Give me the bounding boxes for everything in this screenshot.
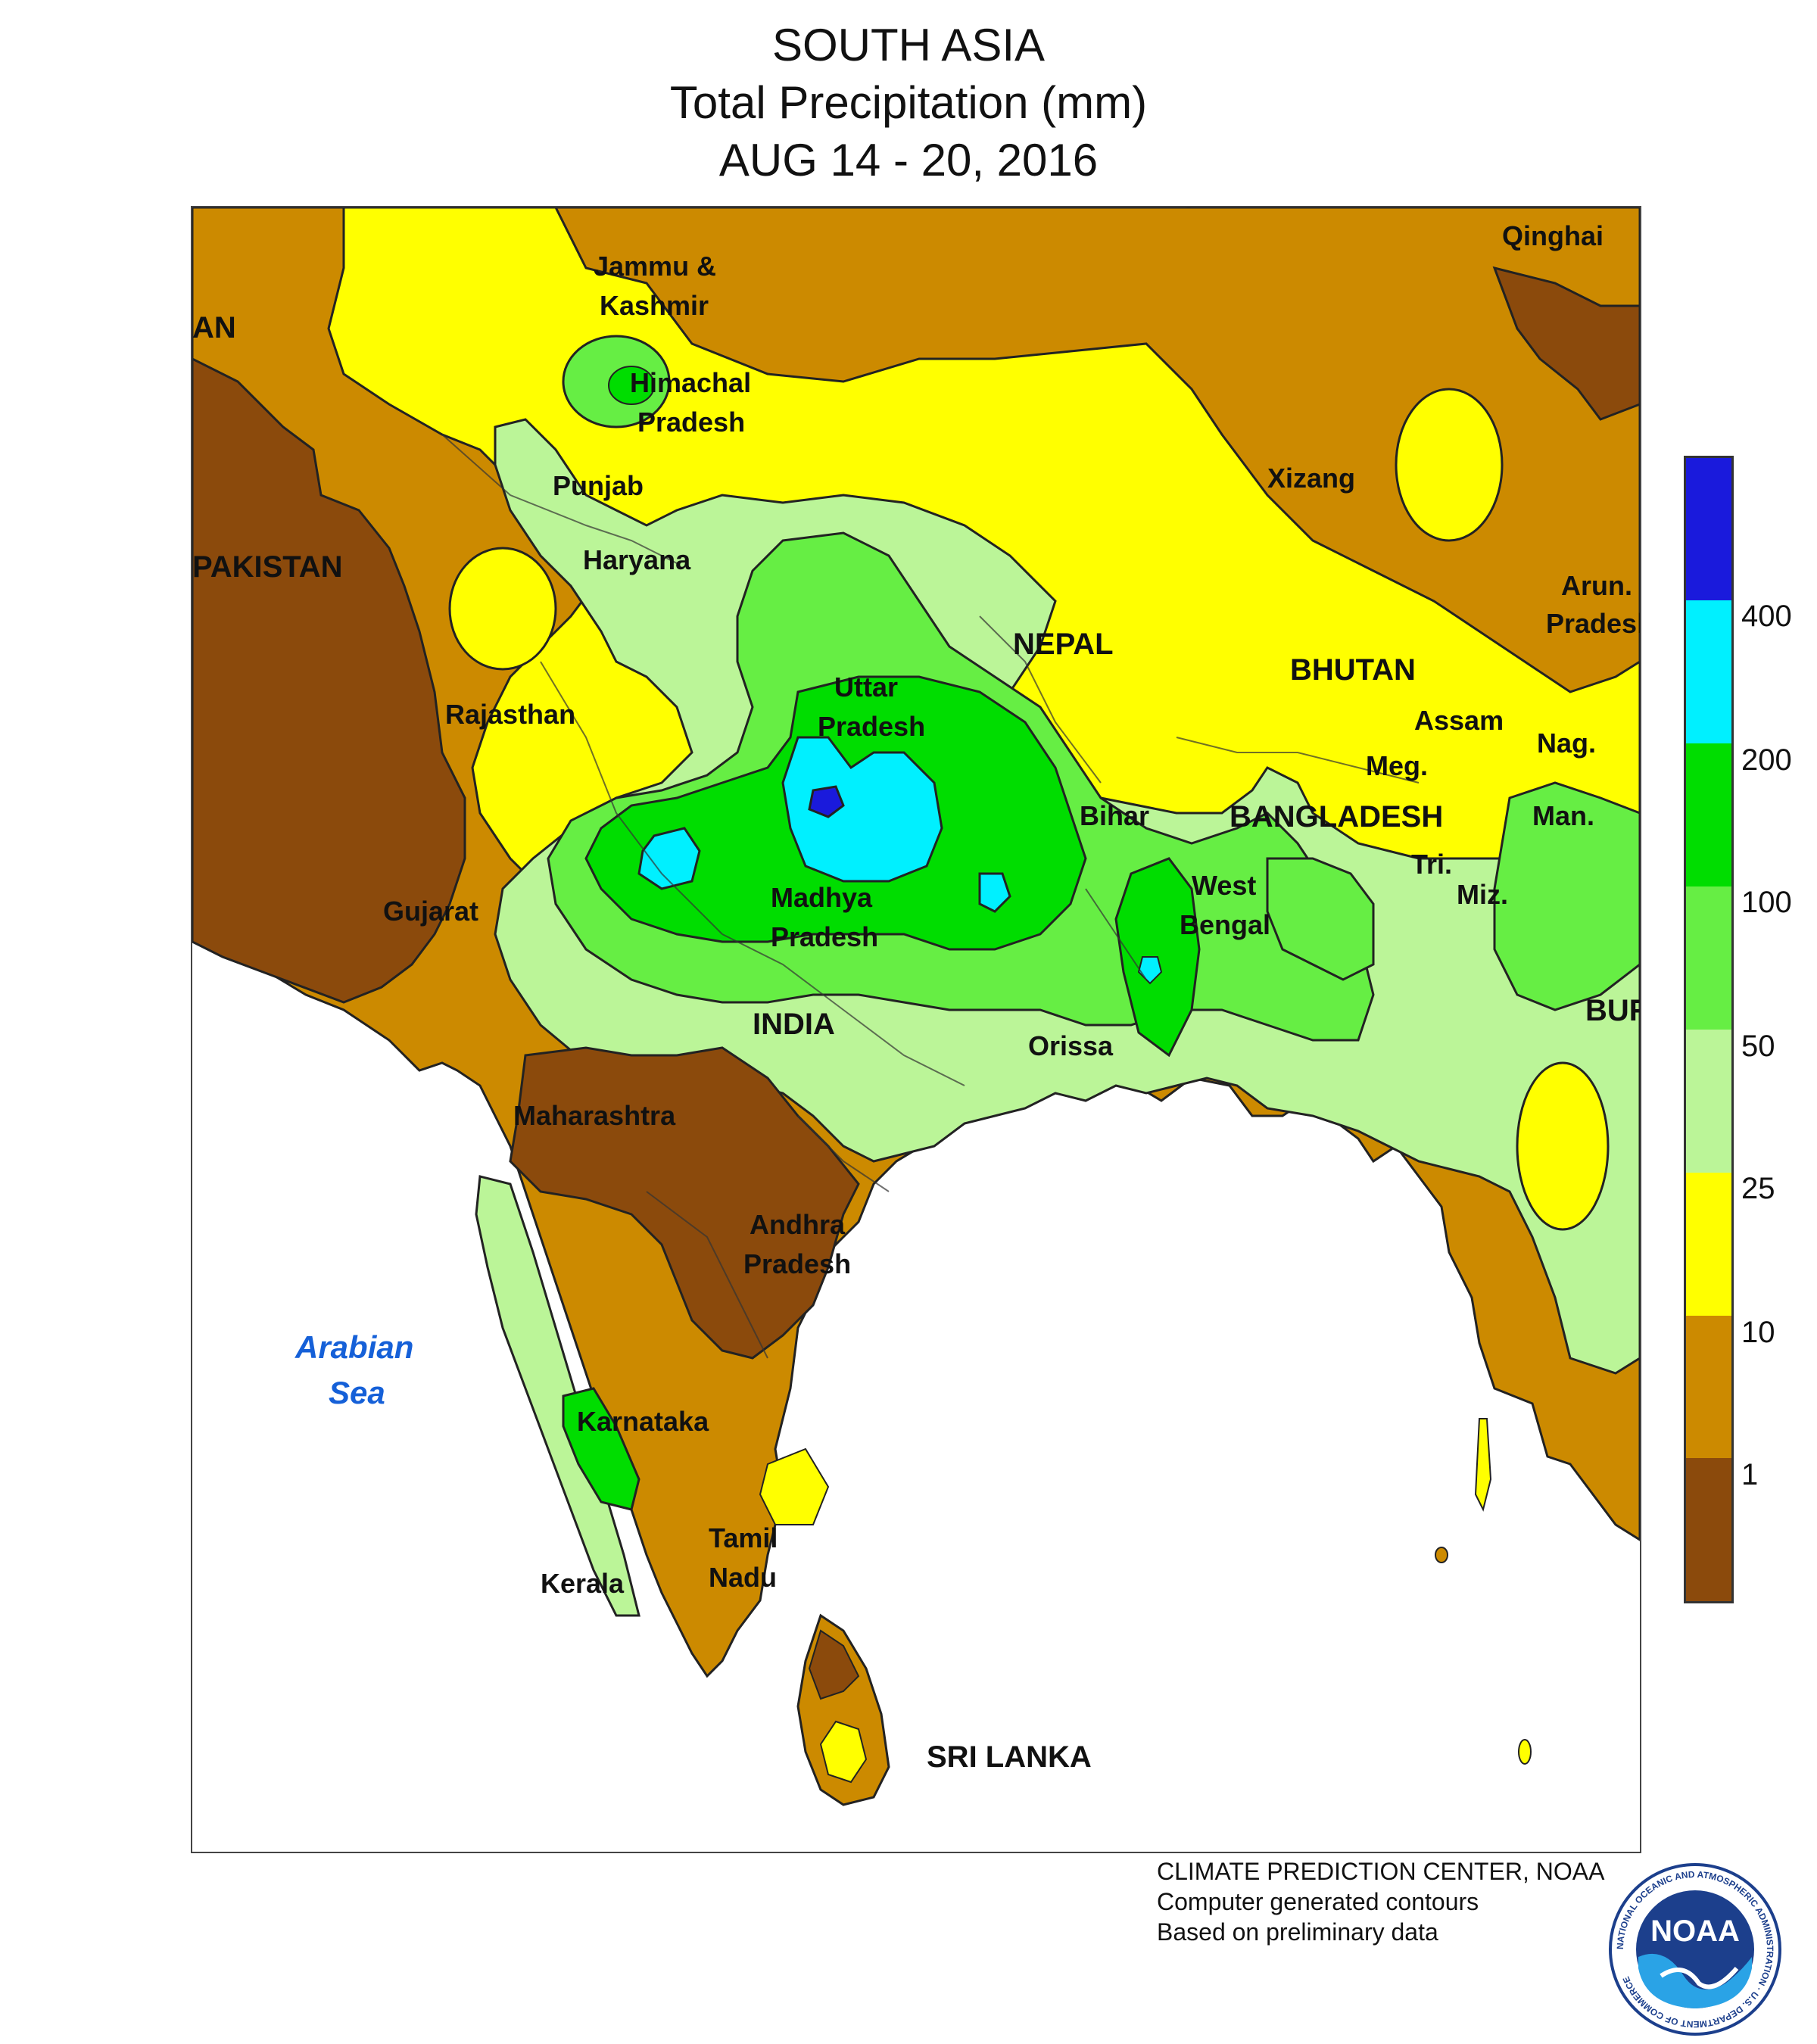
legend-label-400: 400 xyxy=(1741,600,1792,633)
title-region: SOUTH ASIA xyxy=(771,20,1046,70)
label-jammu: Jammu & xyxy=(594,251,716,282)
label-madhya: Madhya xyxy=(771,882,873,913)
label-bihar: Bihar xyxy=(1080,800,1149,831)
small-island xyxy=(1435,1547,1448,1563)
label-qinghai: Qinghai xyxy=(1502,220,1604,251)
label-himachal-pradesh: Pradesh xyxy=(637,407,745,438)
pakistan-very-dry xyxy=(192,357,466,1004)
legend-swatch-50 xyxy=(1686,1030,1731,1173)
label-haryana: Haryana xyxy=(583,544,691,575)
label-sri-lanka: SRI LANKA xyxy=(927,1740,1092,1774)
label-kerala: Kerala xyxy=(541,1568,625,1599)
label-burma: BUR xyxy=(1585,994,1640,1027)
label-bangladesh: BANGLADESH xyxy=(1230,800,1443,833)
label-pakistan: PAKISTAN xyxy=(192,550,343,584)
label-orissa: Orissa xyxy=(1028,1030,1114,1061)
label-afghanistan: AN xyxy=(192,311,236,344)
credit-agency: CLIMATE PREDICTION CENTER, NOAA xyxy=(1157,1858,1605,1885)
label-west: West xyxy=(1192,870,1256,901)
label-maharashtra: Maharashtra xyxy=(513,1100,676,1131)
label-madhya-pradesh: Pradesh xyxy=(771,921,878,952)
label-nag: Nag. xyxy=(1537,728,1596,759)
legend-label-200: 200 xyxy=(1741,743,1792,777)
label-meg: Meg. xyxy=(1366,750,1428,781)
label-assam: Assam xyxy=(1414,705,1504,736)
northeast-green xyxy=(1266,857,1375,981)
label-china: CHINA xyxy=(1177,207,1273,214)
label-rajasthan: Rajasthan xyxy=(445,699,575,730)
myanmar-low xyxy=(1516,1061,1610,1231)
label-andhra-pradesh: Pradesh xyxy=(743,1248,851,1279)
map-title: SOUTH ASIA Total Precipitation (mm) AUG … xyxy=(0,17,1817,189)
sri-lanka-low xyxy=(819,1720,868,1784)
label-karnataka: Karnataka xyxy=(577,1406,709,1437)
label-bengal: Bengal xyxy=(1180,909,1270,940)
band-400mm-west xyxy=(637,827,701,890)
karnataka-coast-high xyxy=(562,1387,640,1511)
label-nadu: Nadu xyxy=(709,1562,777,1593)
label-arun-pradesh: Pradesh xyxy=(1546,608,1640,639)
label-miz: Miz. xyxy=(1457,879,1508,910)
tamil-nadu-low xyxy=(759,1447,830,1525)
noaa-logo: NATIONAL OCEANIC AND ATMOSPHERIC ADMINIS… xyxy=(1609,1863,1781,2036)
legend-swatch-25 xyxy=(1686,1173,1731,1316)
border-lines xyxy=(441,434,1420,1359)
label-uttar: Uttar xyxy=(834,671,898,703)
myanmar-green xyxy=(1493,781,1640,1011)
legend-label-25: 25 xyxy=(1741,1172,1775,1205)
credit-method: Computer generated contours xyxy=(1157,1888,1479,1915)
rajasthan-low xyxy=(448,547,557,671)
legend-swatch-1 xyxy=(1686,1458,1731,1601)
label-bhutan: BHUTAN xyxy=(1290,653,1416,687)
label-punjab: Punjab xyxy=(553,470,644,501)
legend-swatch-200 xyxy=(1686,743,1731,886)
label-tri: Tri. xyxy=(1411,849,1452,880)
title-dates: AUG 14 - 20, 2016 xyxy=(718,135,1099,185)
legend-colorbar xyxy=(1684,456,1734,1603)
tibet-low xyxy=(1395,388,1504,542)
andaman-islands xyxy=(1474,1418,1492,1512)
precipitation-map: CHINA Qinghai Jammu & Kashmir Himachal P… xyxy=(191,206,1641,1853)
label-sea: Sea xyxy=(329,1375,385,1410)
legend-label-100: 100 xyxy=(1741,886,1792,919)
credit-data-note: Based on preliminary data xyxy=(1157,1918,1438,1946)
legend-swatch-100 xyxy=(1686,886,1731,1030)
legend-label-1: 1 xyxy=(1741,1458,1759,1491)
legend-swatch-10 xyxy=(1686,1316,1731,1458)
sri-lanka-very-dry xyxy=(808,1629,860,1700)
legend-label-10: 10 xyxy=(1741,1316,1775,1349)
label-gujarat: Gujarat xyxy=(383,896,478,927)
legend-swatch-400 xyxy=(1686,600,1731,743)
label-tamil: Tamil xyxy=(709,1522,778,1553)
label-uttar-pradesh: Pradesh xyxy=(818,711,925,742)
band-max xyxy=(808,785,845,818)
title-variable: Total Precipitation (mm) xyxy=(669,77,1148,128)
label-arun: Arun. xyxy=(1561,570,1632,601)
map-canvas: CHINA Qinghai Jammu & Kashmir Himachal P… xyxy=(192,207,1640,1852)
label-andhra: Andhra xyxy=(750,1209,846,1240)
band-400mm-east xyxy=(978,872,1011,913)
label-india: INDIA xyxy=(753,1008,835,1041)
legend-label-50: 50 xyxy=(1741,1030,1775,1063)
band-400mm xyxy=(781,736,943,883)
label-man: Man. xyxy=(1532,800,1594,831)
west-coast-moderate xyxy=(475,1175,640,1617)
label-kashmir: Kashmir xyxy=(600,290,709,321)
label-nepal: NEPAL xyxy=(1013,628,1114,661)
label-arabian: Arabian xyxy=(295,1329,413,1365)
label-xizang: Xizang xyxy=(1267,463,1355,494)
logo-text: NOAA xyxy=(1650,1915,1740,1948)
tibet-very-dry xyxy=(1492,266,1640,421)
legend-swatch-max xyxy=(1686,458,1731,600)
deccan-very-dry xyxy=(509,1046,860,1360)
kashmir-bright xyxy=(608,366,655,405)
nicobar-island xyxy=(1518,1739,1532,1765)
label-himachal: Himachal xyxy=(630,367,751,398)
